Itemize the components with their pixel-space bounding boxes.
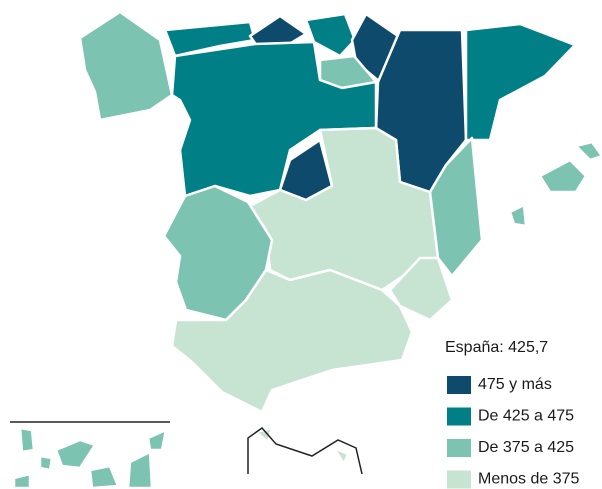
region xyxy=(538,158,588,194)
region xyxy=(38,454,54,472)
region xyxy=(54,438,97,470)
legend-swatch xyxy=(447,439,471,457)
region xyxy=(88,464,120,489)
legend-swatch xyxy=(447,407,471,426)
region xyxy=(508,203,528,228)
legend-swatch xyxy=(447,470,471,489)
region xyxy=(12,472,32,489)
region xyxy=(170,268,414,414)
region xyxy=(163,20,257,58)
region xyxy=(332,446,350,466)
region xyxy=(146,428,168,452)
region xyxy=(126,450,154,489)
region xyxy=(170,40,378,198)
region xyxy=(574,140,602,162)
region xyxy=(464,22,577,142)
region xyxy=(304,12,357,58)
legend-label: De 425 a 475 xyxy=(478,408,574,425)
legend-label: 475 y más xyxy=(478,376,552,393)
regions xyxy=(12,10,602,489)
legend-label: De 375 a 425 xyxy=(478,439,574,456)
legend-swatch xyxy=(447,376,471,394)
region xyxy=(18,426,36,454)
legend: 475 y más De 425 a 475 De 375 a 425 Menos d… xyxy=(447,376,580,489)
legend-label: Menos de 375 xyxy=(478,471,580,488)
summary: España: 425,7 xyxy=(445,339,548,356)
region xyxy=(78,10,174,122)
inset-border xyxy=(247,426,363,475)
